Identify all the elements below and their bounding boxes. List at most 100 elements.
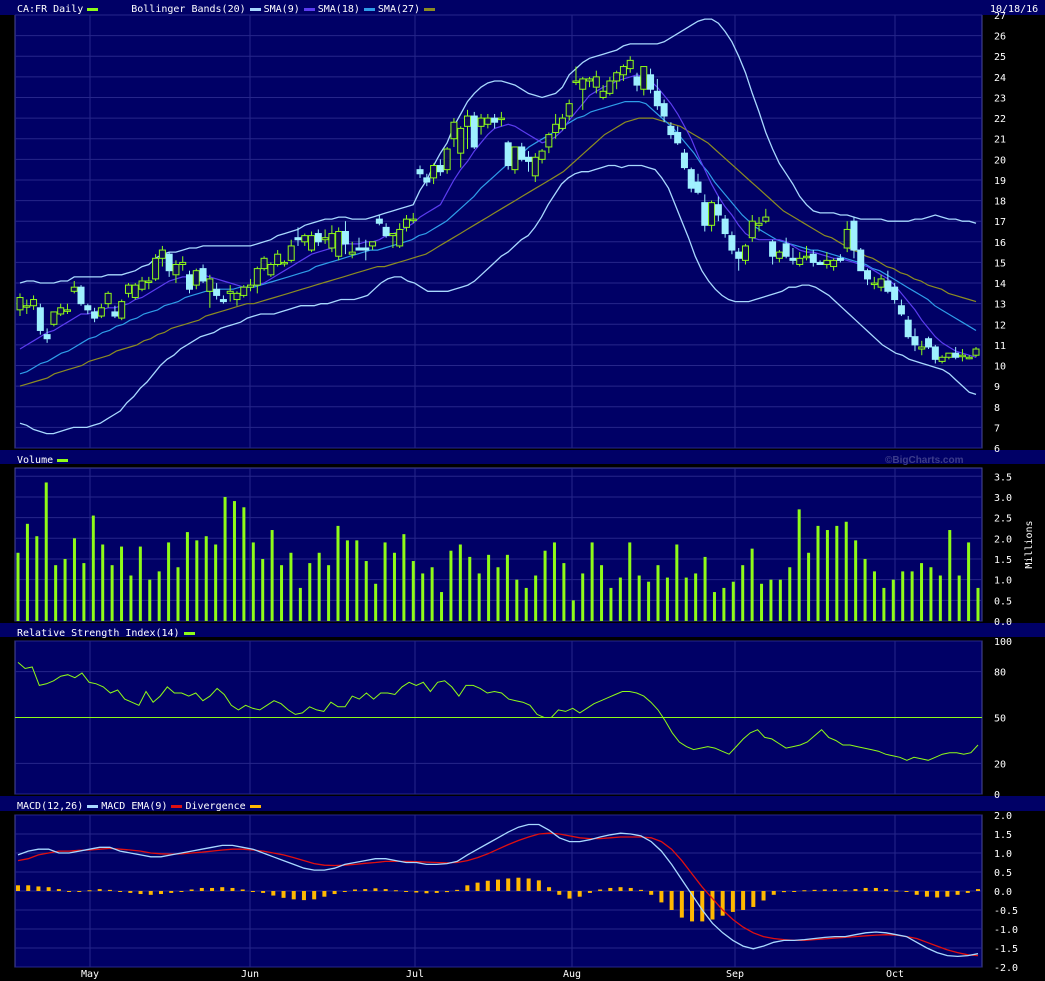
divergence-bar bbox=[424, 891, 429, 894]
divergence-bar bbox=[301, 891, 306, 901]
price-tick-label: 9 bbox=[994, 382, 1000, 393]
volume-bar bbox=[242, 507, 246, 621]
sma9-swatch bbox=[303, 7, 315, 11]
price-tick-label: 12 bbox=[994, 320, 1006, 331]
divergence-bar bbox=[792, 891, 797, 892]
divergence-bar bbox=[679, 891, 684, 918]
rsi-swatch bbox=[183, 631, 195, 635]
candle-body bbox=[755, 222, 763, 226]
divergence-bar bbox=[393, 890, 398, 892]
candle-body bbox=[260, 257, 268, 270]
volume-header-band bbox=[0, 450, 1045, 464]
candle-body bbox=[721, 218, 729, 235]
candle-body bbox=[680, 152, 688, 169]
volume-bar bbox=[101, 544, 105, 621]
volume-bar bbox=[854, 540, 858, 621]
candle-body bbox=[341, 231, 349, 245]
candle-body bbox=[409, 218, 417, 222]
candle-body bbox=[348, 251, 356, 255]
candle-body bbox=[430, 165, 438, 179]
volume-bar bbox=[600, 565, 604, 621]
candle-body bbox=[145, 280, 153, 283]
candle-body bbox=[355, 247, 363, 251]
candle-body bbox=[226, 290, 234, 294]
candle-body bbox=[938, 356, 946, 362]
candle-body bbox=[504, 142, 512, 167]
symbol-swatch bbox=[87, 7, 99, 11]
macd-tick-label: -1.0 bbox=[994, 925, 1018, 936]
x-axis-label: Oct bbox=[886, 969, 904, 980]
price-header-band bbox=[0, 0, 1045, 15]
candle-body bbox=[477, 117, 485, 127]
volume-bar bbox=[383, 542, 387, 621]
divergence-bar bbox=[189, 889, 194, 891]
candle-body bbox=[748, 220, 756, 239]
macd-tick-label: 1.0 bbox=[994, 849, 1012, 860]
rsi-panel-header: Relative Strength Index(14) bbox=[17, 628, 198, 640]
macd-tick-label: -2.0 bbox=[994, 963, 1018, 974]
volume-bar bbox=[694, 573, 698, 621]
candle-body bbox=[599, 90, 607, 98]
volume-bar bbox=[148, 579, 152, 621]
candle-body bbox=[165, 253, 173, 272]
candle-body bbox=[965, 356, 973, 360]
divergence-bar bbox=[56, 889, 61, 891]
price-tick-label: 27 bbox=[994, 11, 1006, 22]
bb-swatch bbox=[249, 7, 261, 11]
divergence-bar bbox=[475, 882, 480, 891]
rsi-label: Relative Strength Index(14) bbox=[17, 628, 180, 639]
divergence-bar bbox=[210, 887, 215, 891]
divergence-bar bbox=[598, 889, 603, 891]
candle-body bbox=[111, 311, 119, 317]
volume-bar bbox=[505, 554, 509, 621]
candle-body bbox=[301, 235, 309, 243]
volume-tick-label: 0.0 bbox=[994, 617, 1012, 628]
candle-body bbox=[253, 268, 261, 286]
candle-body bbox=[36, 307, 44, 331]
volume-tick-label: 0.5 bbox=[994, 596, 1012, 607]
candle-body bbox=[796, 257, 804, 265]
divergence-bar bbox=[291, 891, 296, 900]
price-panel-frame bbox=[14, 14, 983, 449]
volume-bar bbox=[421, 573, 425, 621]
divergence-bar bbox=[26, 885, 31, 891]
divergence-bar bbox=[332, 891, 337, 895]
candle-body bbox=[714, 204, 722, 216]
macd-tick-label: -1.5 bbox=[994, 944, 1018, 955]
candle-body bbox=[606, 80, 614, 94]
divergence-bar bbox=[822, 889, 827, 891]
candle-body bbox=[172, 263, 180, 276]
rsi-tick-label: 20 bbox=[994, 759, 1006, 770]
divergence-bar bbox=[485, 880, 490, 891]
divergence-bar bbox=[271, 891, 276, 896]
divergence-bar bbox=[516, 877, 521, 891]
candle-body bbox=[375, 218, 383, 224]
divergence-bar bbox=[710, 891, 715, 920]
volume-bar bbox=[430, 567, 434, 621]
candle-body bbox=[16, 296, 24, 311]
x-axis-label: Jul bbox=[406, 969, 424, 980]
candle-body bbox=[57, 307, 65, 315]
divergence-bar bbox=[690, 891, 695, 922]
volume-bar bbox=[722, 587, 726, 621]
divergence-bar bbox=[547, 887, 552, 891]
divergence-bar bbox=[577, 891, 582, 897]
volume-bar bbox=[411, 561, 415, 621]
volume-bar bbox=[72, 538, 76, 621]
volume-bar bbox=[129, 575, 133, 621]
candle-body bbox=[152, 257, 160, 280]
candle-body bbox=[369, 241, 377, 247]
volume-bar bbox=[298, 587, 302, 621]
candle-body bbox=[124, 284, 132, 294]
macd-swatch bbox=[87, 804, 99, 808]
price-tick-label: 25 bbox=[994, 52, 1006, 63]
candle-body bbox=[416, 169, 424, 175]
volume-bar bbox=[872, 571, 876, 621]
divergence-bar bbox=[587, 891, 592, 893]
candle-body bbox=[240, 286, 248, 296]
candle-body bbox=[450, 121, 458, 140]
divergence-bar bbox=[618, 887, 623, 891]
candle-body bbox=[870, 282, 878, 286]
candle-body bbox=[287, 245, 295, 261]
candle-body bbox=[653, 90, 661, 107]
